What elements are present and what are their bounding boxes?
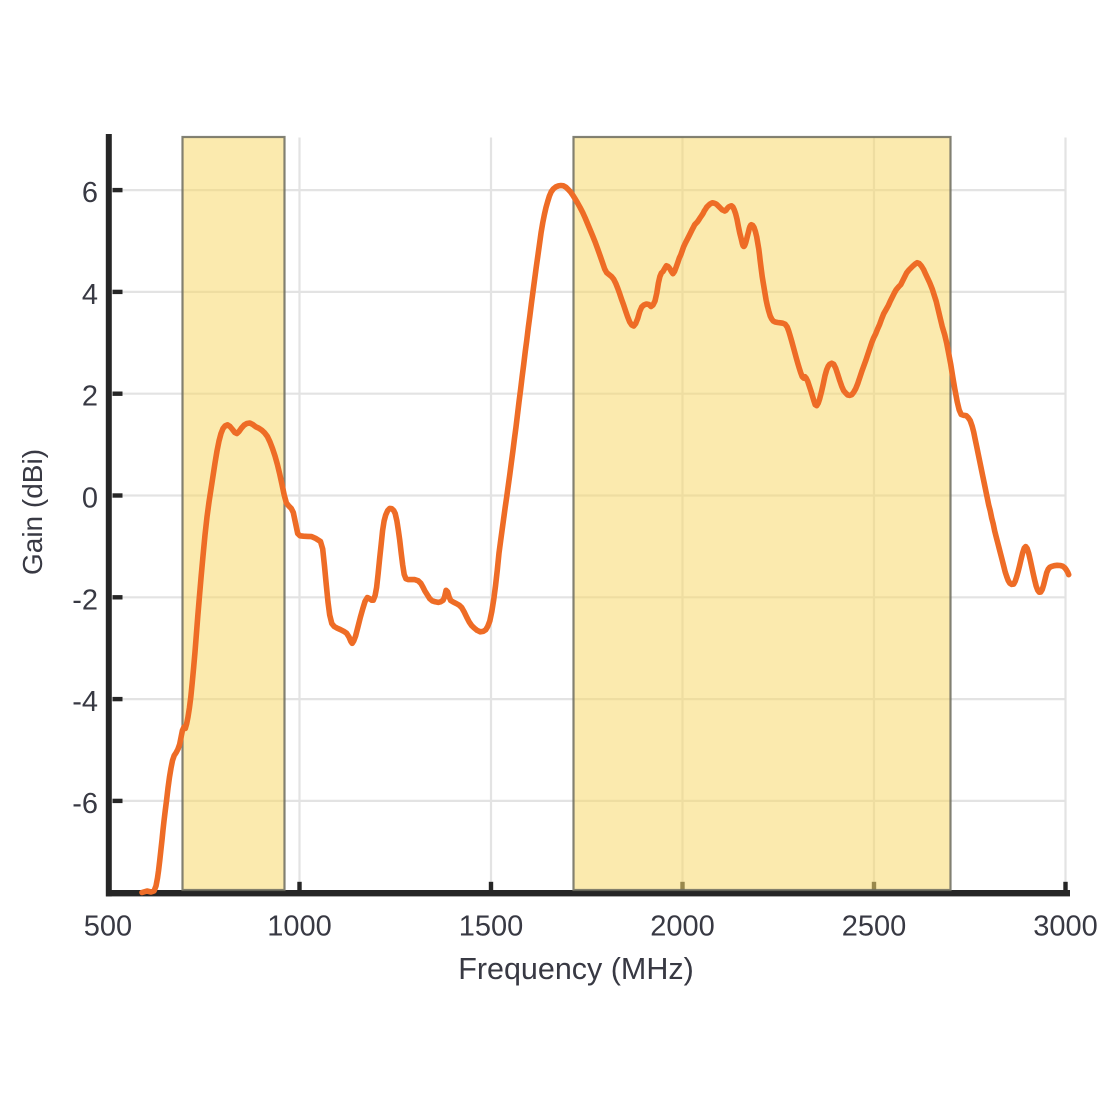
svg-text:4: 4	[82, 279, 98, 311]
svg-text:2500: 2500	[842, 911, 907, 943]
svg-text:-4: -4	[72, 686, 98, 718]
svg-text:0: 0	[82, 483, 98, 515]
svg-text:6: 6	[82, 177, 98, 209]
svg-text:-6: -6	[72, 788, 98, 820]
svg-text:500: 500	[84, 911, 132, 943]
svg-text:Gain (dBi): Gain (dBi)	[17, 449, 48, 575]
svg-text:1000: 1000	[267, 911, 332, 943]
svg-text:Frequency (MHz): Frequency (MHz)	[458, 952, 694, 986]
svg-text:3000: 3000	[1033, 911, 1098, 943]
svg-text:2000: 2000	[650, 911, 715, 943]
svg-text:1500: 1500	[459, 911, 524, 943]
svg-text:-2: -2	[72, 584, 98, 616]
svg-text:2: 2	[82, 381, 98, 413]
